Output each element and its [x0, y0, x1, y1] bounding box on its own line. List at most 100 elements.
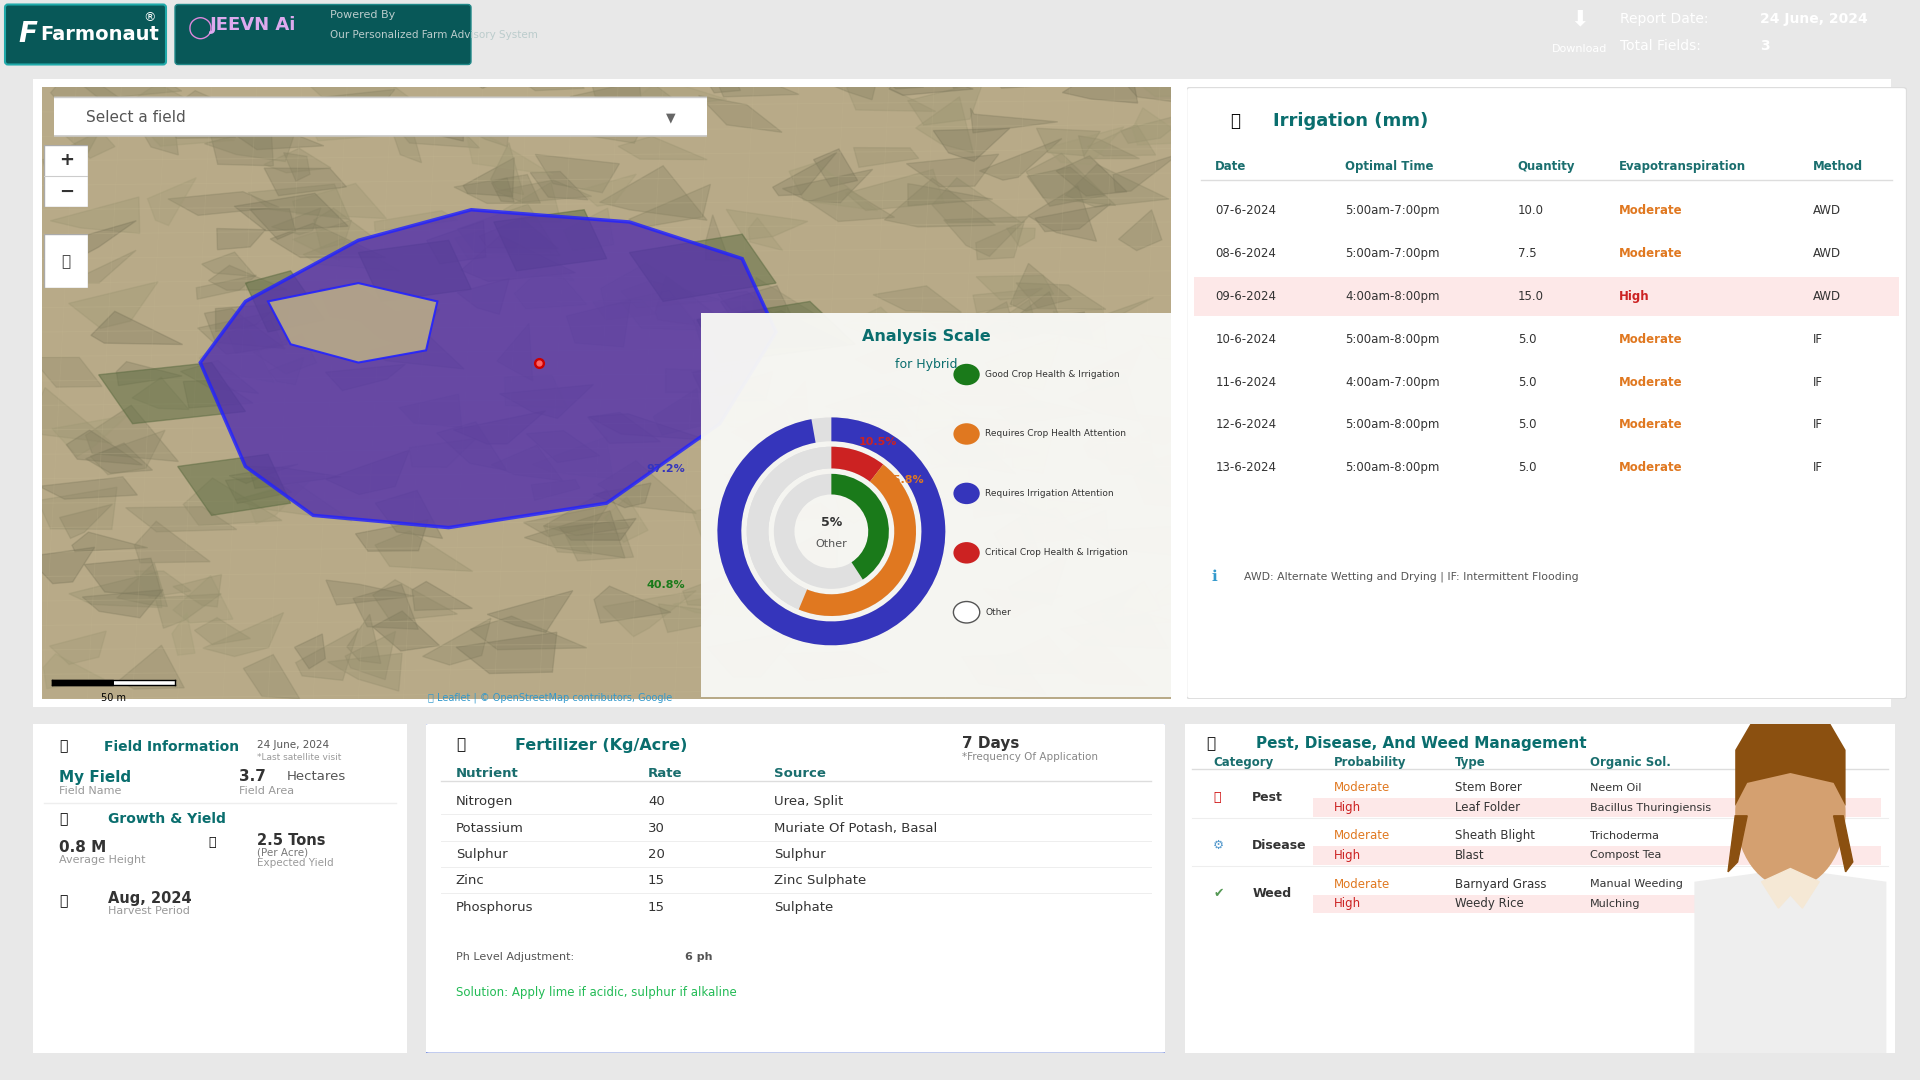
FancyBboxPatch shape	[42, 87, 1171, 699]
Text: 5.0: 5.0	[1517, 376, 1536, 389]
Circle shape	[954, 364, 979, 386]
Polygon shape	[699, 95, 781, 133]
Polygon shape	[492, 445, 563, 481]
Polygon shape	[1133, 462, 1190, 508]
Polygon shape	[1000, 312, 1092, 339]
Polygon shape	[995, 513, 1039, 556]
Polygon shape	[601, 264, 695, 306]
Text: 5:00am-7:00pm: 5:00am-7:00pm	[1344, 247, 1440, 260]
Text: Urea, Split: Urea, Split	[774, 795, 843, 808]
Text: 🔴: 🔴	[1213, 792, 1221, 805]
Text: 0.8 M: 0.8 M	[60, 839, 106, 854]
Polygon shape	[1763, 868, 1820, 908]
Text: Muriate Of Potash, Basal: Muriate Of Potash, Basal	[774, 822, 937, 835]
Polygon shape	[326, 580, 415, 605]
Polygon shape	[303, 80, 420, 106]
Text: 🌿: 🌿	[1206, 735, 1215, 751]
Polygon shape	[173, 575, 221, 607]
Polygon shape	[179, 455, 290, 515]
Polygon shape	[67, 60, 182, 99]
Wedge shape	[718, 417, 945, 646]
Polygon shape	[132, 377, 188, 409]
Text: (Per Acre): (Per Acre)	[257, 847, 309, 858]
Text: JEEVN Ai: JEEVN Ai	[209, 16, 296, 35]
Text: Report Date:: Report Date:	[1620, 13, 1713, 27]
Text: 10-6-2024: 10-6-2024	[1215, 333, 1277, 346]
Circle shape	[954, 602, 979, 623]
Polygon shape	[566, 300, 630, 347]
Polygon shape	[783, 381, 810, 427]
Polygon shape	[789, 162, 877, 211]
Text: 08-6-2024: 08-6-2024	[1215, 247, 1277, 260]
Polygon shape	[1027, 186, 1096, 241]
Polygon shape	[81, 251, 136, 283]
Polygon shape	[977, 40, 1035, 89]
Polygon shape	[61, 126, 115, 159]
Polygon shape	[630, 234, 776, 301]
Polygon shape	[271, 224, 386, 257]
Text: Probability: Probability	[1334, 756, 1405, 769]
Text: ◯: ◯	[188, 16, 213, 39]
Polygon shape	[924, 419, 1016, 474]
Polygon shape	[653, 389, 703, 435]
Polygon shape	[973, 288, 1043, 312]
Polygon shape	[167, 191, 278, 215]
Polygon shape	[86, 443, 152, 473]
Polygon shape	[515, 261, 588, 309]
Text: High: High	[1334, 849, 1361, 862]
Polygon shape	[599, 165, 707, 220]
Polygon shape	[200, 210, 776, 528]
Polygon shape	[326, 364, 405, 391]
Polygon shape	[294, 634, 324, 669]
Polygon shape	[666, 368, 733, 393]
Polygon shape	[1069, 374, 1139, 421]
Text: Bacillus Thuringiensis: Bacillus Thuringiensis	[1590, 802, 1711, 812]
Polygon shape	[246, 271, 324, 332]
Text: Our Personalized Farm Advisory System: Our Personalized Farm Advisory System	[330, 30, 538, 40]
Text: Manual Weeding: Manual Weeding	[1590, 879, 1682, 889]
Text: Pest: Pest	[1252, 792, 1283, 805]
Polygon shape	[543, 526, 591, 554]
Polygon shape	[1010, 428, 1054, 473]
Text: Solution: Apply lime if acidic, sulphur if alkaline: Solution: Apply lime if acidic, sulphur …	[455, 986, 737, 999]
Text: AWD: AWD	[1812, 291, 1841, 303]
Text: Sulphur: Sulphur	[455, 848, 507, 861]
Text: 👤: 👤	[60, 740, 67, 754]
FancyBboxPatch shape	[1194, 276, 1899, 316]
Polygon shape	[353, 584, 419, 630]
Polygon shape	[593, 299, 657, 320]
Text: 🌾: 🌾	[60, 812, 67, 826]
Polygon shape	[198, 309, 288, 354]
Polygon shape	[204, 309, 286, 349]
Polygon shape	[716, 390, 810, 428]
Polygon shape	[246, 475, 315, 524]
Text: Chi: Chi	[1740, 802, 1757, 812]
Polygon shape	[684, 571, 737, 606]
Polygon shape	[86, 405, 179, 461]
Polygon shape	[371, 335, 465, 369]
Text: 4:00am-8:00pm: 4:00am-8:00pm	[1344, 291, 1440, 303]
FancyBboxPatch shape	[44, 145, 88, 207]
Polygon shape	[1025, 153, 1116, 205]
Text: 3: 3	[1761, 39, 1770, 53]
Polygon shape	[225, 121, 324, 150]
Text: Hectares: Hectares	[288, 770, 346, 783]
FancyBboxPatch shape	[1313, 846, 1882, 865]
Polygon shape	[1123, 438, 1221, 486]
FancyBboxPatch shape	[1181, 721, 1899, 1055]
Polygon shape	[772, 152, 837, 195]
Polygon shape	[847, 170, 945, 211]
Polygon shape	[1114, 154, 1179, 192]
Polygon shape	[492, 178, 515, 202]
Polygon shape	[50, 66, 142, 113]
Polygon shape	[979, 138, 1062, 180]
Text: 7.5: 7.5	[1517, 247, 1536, 260]
Polygon shape	[148, 178, 196, 226]
Polygon shape	[156, 594, 221, 629]
Text: 13-6-2024: 13-6-2024	[1215, 461, 1277, 474]
Text: Download: Download	[1551, 44, 1607, 54]
Polygon shape	[117, 362, 182, 386]
Polygon shape	[44, 653, 104, 689]
Polygon shape	[922, 314, 1021, 336]
Polygon shape	[397, 118, 480, 148]
